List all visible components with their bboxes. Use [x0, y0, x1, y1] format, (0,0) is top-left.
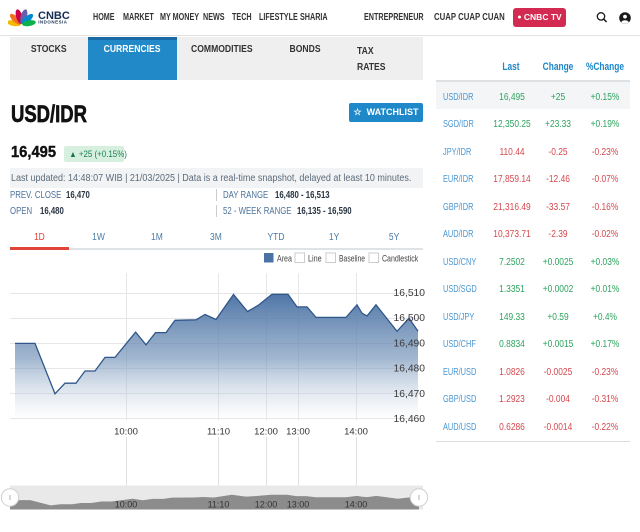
svg-text:INDONESIA: INDONESIA [38, 19, 68, 24]
svg-text:16,490: 16,490 [394, 338, 426, 349]
svg-text:12:00: 12:00 [255, 500, 278, 510]
svg-text:14:00: 14:00 [344, 427, 368, 438]
svg-text:12:00: 12:00 [254, 427, 278, 438]
svg-text:14:00: 14:00 [345, 500, 368, 510]
svg-text:16,480: 16,480 [394, 364, 426, 375]
svg-text:Line: Line [308, 254, 322, 264]
svg-text:11:10: 11:10 [208, 500, 230, 510]
svg-text:16,510: 16,510 [394, 288, 426, 299]
svg-text:Area: Area [277, 254, 292, 264]
svg-text:Candlestick: Candlestick [382, 254, 419, 264]
svg-text:10:00: 10:00 [114, 427, 138, 438]
svg-text:11:10: 11:10 [207, 427, 230, 438]
svg-text:16,470: 16,470 [394, 389, 426, 400]
svg-text:10:00: 10:00 [115, 500, 138, 510]
svg-text:Baseline: Baseline [339, 254, 365, 264]
svg-text:CNBC: CNBC [38, 10, 70, 22]
svg-text:13:00: 13:00 [287, 500, 310, 510]
svg-text:13:00: 13:00 [286, 427, 310, 438]
svg-text:16,500: 16,500 [394, 313, 426, 324]
svg-text:16,460: 16,460 [394, 414, 426, 425]
